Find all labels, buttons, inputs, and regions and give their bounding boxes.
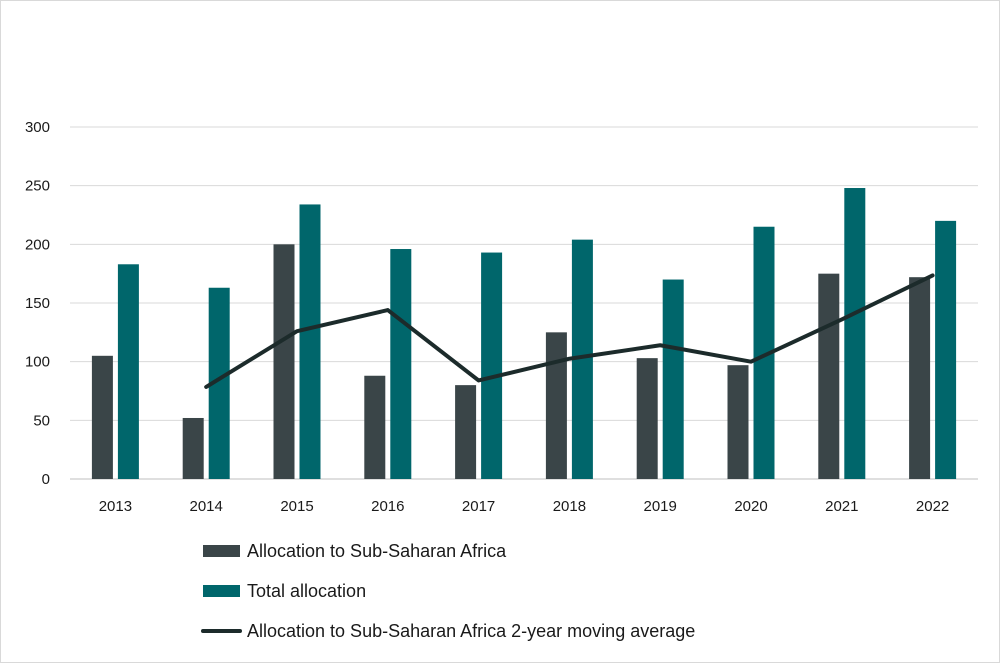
legend-swatch: [203, 585, 240, 597]
bar-total-allocation: [662, 279, 684, 479]
y-tick-label: 150: [25, 295, 50, 312]
bar-sub-saharan-africa: [273, 244, 295, 479]
bar-sub-saharan-africa: [636, 358, 658, 479]
bar-sub-saharan-africa: [91, 355, 113, 479]
bar-sub-saharan-africa: [727, 365, 749, 479]
x-tick-label: 2014: [190, 498, 223, 515]
bar-sub-saharan-africa: [818, 273, 840, 479]
x-axis-labels: 2013 2014 2015 2016 2017 2018 2019 2020 2021 2022: [99, 498, 950, 515]
legend-label: Allocation to Sub-Saharan Africa 2-year …: [247, 621, 695, 641]
x-tick-label: 2021: [825, 498, 858, 515]
moving-average-polyline: [204, 273, 935, 389]
legend-swatch: [203, 545, 240, 557]
bar-total-allocation: [571, 239, 593, 479]
y-tick-label: 250: [25, 178, 50, 195]
y-tick-label: 300: [25, 119, 50, 136]
moving-average-line: [204, 273, 935, 389]
y-tick-label: 100: [25, 354, 50, 371]
x-tick-label: 2016: [371, 498, 404, 515]
x-tick-label: 2022: [916, 498, 949, 515]
bar-total-allocation: [935, 220, 957, 479]
bar-total-allocation: [844, 188, 866, 479]
bar-total-allocation: [481, 252, 503, 479]
bar-sub-saharan-africa: [545, 332, 567, 479]
legend-label: Total allocation: [247, 581, 366, 601]
x-tick-label: 2015: [280, 498, 313, 515]
bar-total-allocation: [208, 287, 230, 479]
x-tick-label: 2019: [644, 498, 677, 515]
y-tick-label: 200: [25, 236, 50, 253]
legend-label: Allocation to Sub-Saharan Africa: [247, 541, 507, 561]
x-tick-label: 2013: [99, 498, 132, 515]
bar-total-allocation: [753, 226, 775, 479]
gridlines: [70, 126, 978, 480]
bar-sub-saharan-africa: [182, 417, 204, 479]
bar-total-allocation: [299, 204, 321, 479]
y-tick-label: 0: [42, 471, 50, 488]
x-tick-label: 2018: [553, 498, 586, 515]
y-axis-labels: 0 50 100 150 200 250 300: [25, 119, 50, 488]
bar-total-allocation: [117, 264, 139, 479]
bar-total-allocation: [390, 249, 412, 479]
bar-sub-saharan-africa: [455, 385, 477, 479]
y-tick-label: 50: [33, 412, 50, 429]
bars: [91, 188, 957, 479]
legend: Allocation to Sub-Saharan Africa Total al…: [201, 541, 695, 641]
x-tick-label: 2017: [462, 498, 495, 515]
bar-sub-saharan-africa: [909, 277, 931, 479]
x-tick-label: 2020: [734, 498, 767, 515]
bar-sub-saharan-africa: [364, 375, 386, 479]
